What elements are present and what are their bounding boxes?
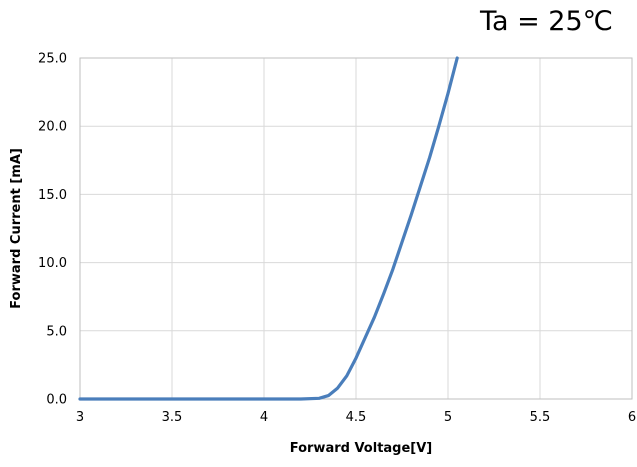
series-line [78, 56, 459, 401]
x-tick-label: 4.5 [346, 410, 367, 425]
temperature-annotation: Ta = 25℃ [479, 6, 613, 37]
grid [79, 57, 633, 400]
y-tick-label: 10.0 [38, 256, 67, 271]
series [78, 56, 459, 401]
x-tick-label: 5.5 [530, 410, 551, 425]
x-tick-label: 6 [628, 410, 636, 425]
y-axis-label: Forward Current [mA] [9, 148, 24, 309]
x-tick-label: 3.5 [162, 410, 183, 425]
y-tick-labels: 0.0 5.0 10.0 15.0 20.0 25.0 [38, 52, 67, 408]
y-tick-label: 0.0 [46, 393, 67, 408]
x-axis-label: Forward Voltage[V] [290, 441, 433, 456]
x-tick-label: 5 [444, 410, 452, 425]
plot-area-frame [79, 57, 633, 400]
x-tick-label: 4 [260, 410, 268, 425]
x-tick-label: 3 [76, 410, 84, 425]
y-tick-label: 25.0 [38, 52, 67, 67]
y-tick-label: 20.0 [38, 120, 67, 135]
x-tick-labels: 3 3.5 4 4.5 5 5.5 6 [76, 410, 636, 425]
y-tick-label: 5.0 [46, 324, 67, 339]
y-tick-label: 15.0 [38, 188, 67, 203]
